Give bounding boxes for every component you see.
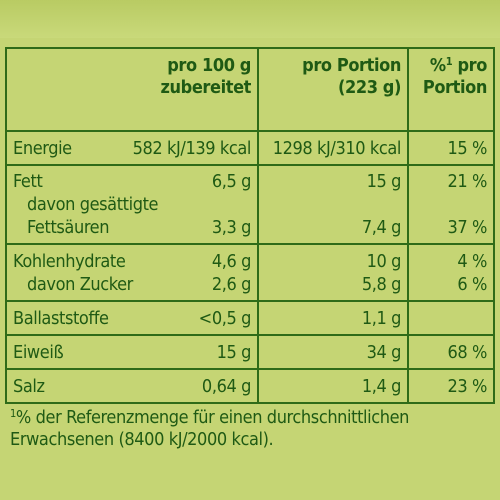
row-portion: 15 g bbox=[366, 171, 402, 192]
row-label: Fett bbox=[13, 171, 43, 192]
row-pct: 15 % bbox=[407, 130, 495, 166]
header-per-100g-line2: zubereitet bbox=[160, 77, 251, 98]
row-portion: 7,4 g bbox=[361, 217, 402, 238]
row-portion: 5,8 g bbox=[361, 274, 402, 295]
table-header-row: pro 100 g zubereitet pro Portion (223 g)… bbox=[5, 47, 495, 132]
row-portion: 34 g bbox=[257, 334, 409, 370]
row-salz-cell: Salz 0,64 g bbox=[5, 368, 259, 404]
row-per100: 4,6 g bbox=[211, 251, 251, 272]
row-pct: 37 % bbox=[447, 217, 487, 238]
row-ballaststoffe: Ballaststoffe <0,5 g 1,1 g bbox=[5, 300, 495, 336]
row-ballast-cell: Ballaststoffe <0,5 g bbox=[5, 300, 259, 336]
row-fett-pct: 21 % 37 % bbox=[407, 164, 495, 245]
row-pct: 4 % bbox=[457, 251, 487, 272]
header-per-portion-line2: (223 g) bbox=[337, 77, 401, 98]
header-percent-line1: %1 pro bbox=[415, 55, 487, 77]
row-pct: 6 % bbox=[457, 274, 487, 295]
footnote-line2: Erwachsenen (8400 kJ/2000 kcal). bbox=[10, 429, 274, 450]
nutrition-table: pro 100 g zubereitet pro Portion (223 g)… bbox=[5, 47, 495, 404]
row-label-sub: Fettsäuren bbox=[27, 217, 110, 238]
row-eiweiss: Eiweiß 15 g 34 g 68 % bbox=[5, 334, 495, 370]
row-label: Energie bbox=[13, 138, 72, 159]
row-per100: <0,5 g bbox=[198, 308, 252, 329]
row-portion: 1,1 g bbox=[257, 300, 409, 336]
row-kh-cell: Kohlenhydrate 4,6 g davon Zucker 2,6 g bbox=[5, 243, 259, 302]
row-pct: 21 % bbox=[447, 171, 487, 192]
row-pct: 68 % bbox=[407, 334, 495, 370]
row-label: Ballaststoffe bbox=[13, 308, 109, 329]
row-salz: Salz 0,64 g 1,4 g 23 % bbox=[5, 368, 495, 404]
header-percent-line2: Portion bbox=[422, 77, 488, 98]
row-per100: 15 g bbox=[216, 342, 252, 363]
row-energie-cell: Energie 582 kJ/139 kcal bbox=[5, 130, 259, 166]
row-per100: 582 kJ/139 kcal bbox=[132, 138, 252, 159]
row-label-sub: davon gesättigte bbox=[27, 194, 159, 215]
row-per100: 2,6 g bbox=[211, 274, 251, 295]
row-per100: 3,3 g bbox=[211, 217, 251, 238]
row-kohlenhydrate-group: Kohlenhydrate 4,6 g davon Zucker 2,6 g 1… bbox=[5, 243, 495, 302]
row-label: Kohlenhydrate bbox=[13, 251, 126, 272]
row-fett-portion: 15 g 7,4 g bbox=[257, 164, 409, 245]
row-eiweiss-cell: Eiweiß 15 g bbox=[5, 334, 259, 370]
header-pro: pro bbox=[452, 55, 487, 76]
footnote-marker: 1 bbox=[10, 407, 16, 420]
header-percent-portion: %1 pro Portion bbox=[407, 47, 495, 132]
row-pct: 23 % bbox=[407, 368, 495, 404]
footnote: 1% der Referenzmenge für einen durchschn… bbox=[10, 407, 490, 451]
row-kh-pct: 4 % 6 % bbox=[407, 243, 495, 302]
footnote-line1: 1% der Referenzmenge für einen durchschn… bbox=[10, 407, 490, 429]
header-per-portion: pro Portion (223 g) bbox=[257, 47, 409, 132]
row-fett-group: Fett 6,5 g davon gesättigte Fettsäuren 3… bbox=[5, 164, 495, 245]
footnote-marker: 1 bbox=[445, 55, 453, 68]
row-portion: 1298 kJ/310 kcal bbox=[257, 130, 409, 166]
row-label: Eiweiß bbox=[13, 342, 64, 363]
row-label: Salz bbox=[13, 376, 45, 397]
header-per-100g-line1: pro 100 g bbox=[167, 55, 251, 76]
row-kh-portion: 10 g 5,8 g bbox=[257, 243, 409, 302]
package-edge bbox=[0, 0, 500, 38]
percent-sign: % bbox=[429, 55, 446, 76]
header-per-portion-line1: pro Portion bbox=[302, 55, 401, 76]
footnote-text: % der Referenzmenge für einen durchschni… bbox=[15, 407, 410, 428]
row-label-sub: davon Zucker bbox=[27, 274, 133, 295]
row-pct bbox=[407, 300, 495, 336]
row-energie: Energie 582 kJ/139 kcal 1298 kJ/310 kcal… bbox=[5, 130, 495, 166]
row-per100: 0,64 g bbox=[201, 376, 251, 397]
row-per100: 6,5 g bbox=[211, 171, 251, 192]
row-portion: 1,4 g bbox=[257, 368, 409, 404]
row-fett-cell: Fett 6,5 g davon gesättigte Fettsäuren 3… bbox=[5, 164, 259, 245]
header-per-100g: pro 100 g zubereitet bbox=[5, 47, 259, 132]
row-portion: 10 g bbox=[366, 251, 402, 272]
